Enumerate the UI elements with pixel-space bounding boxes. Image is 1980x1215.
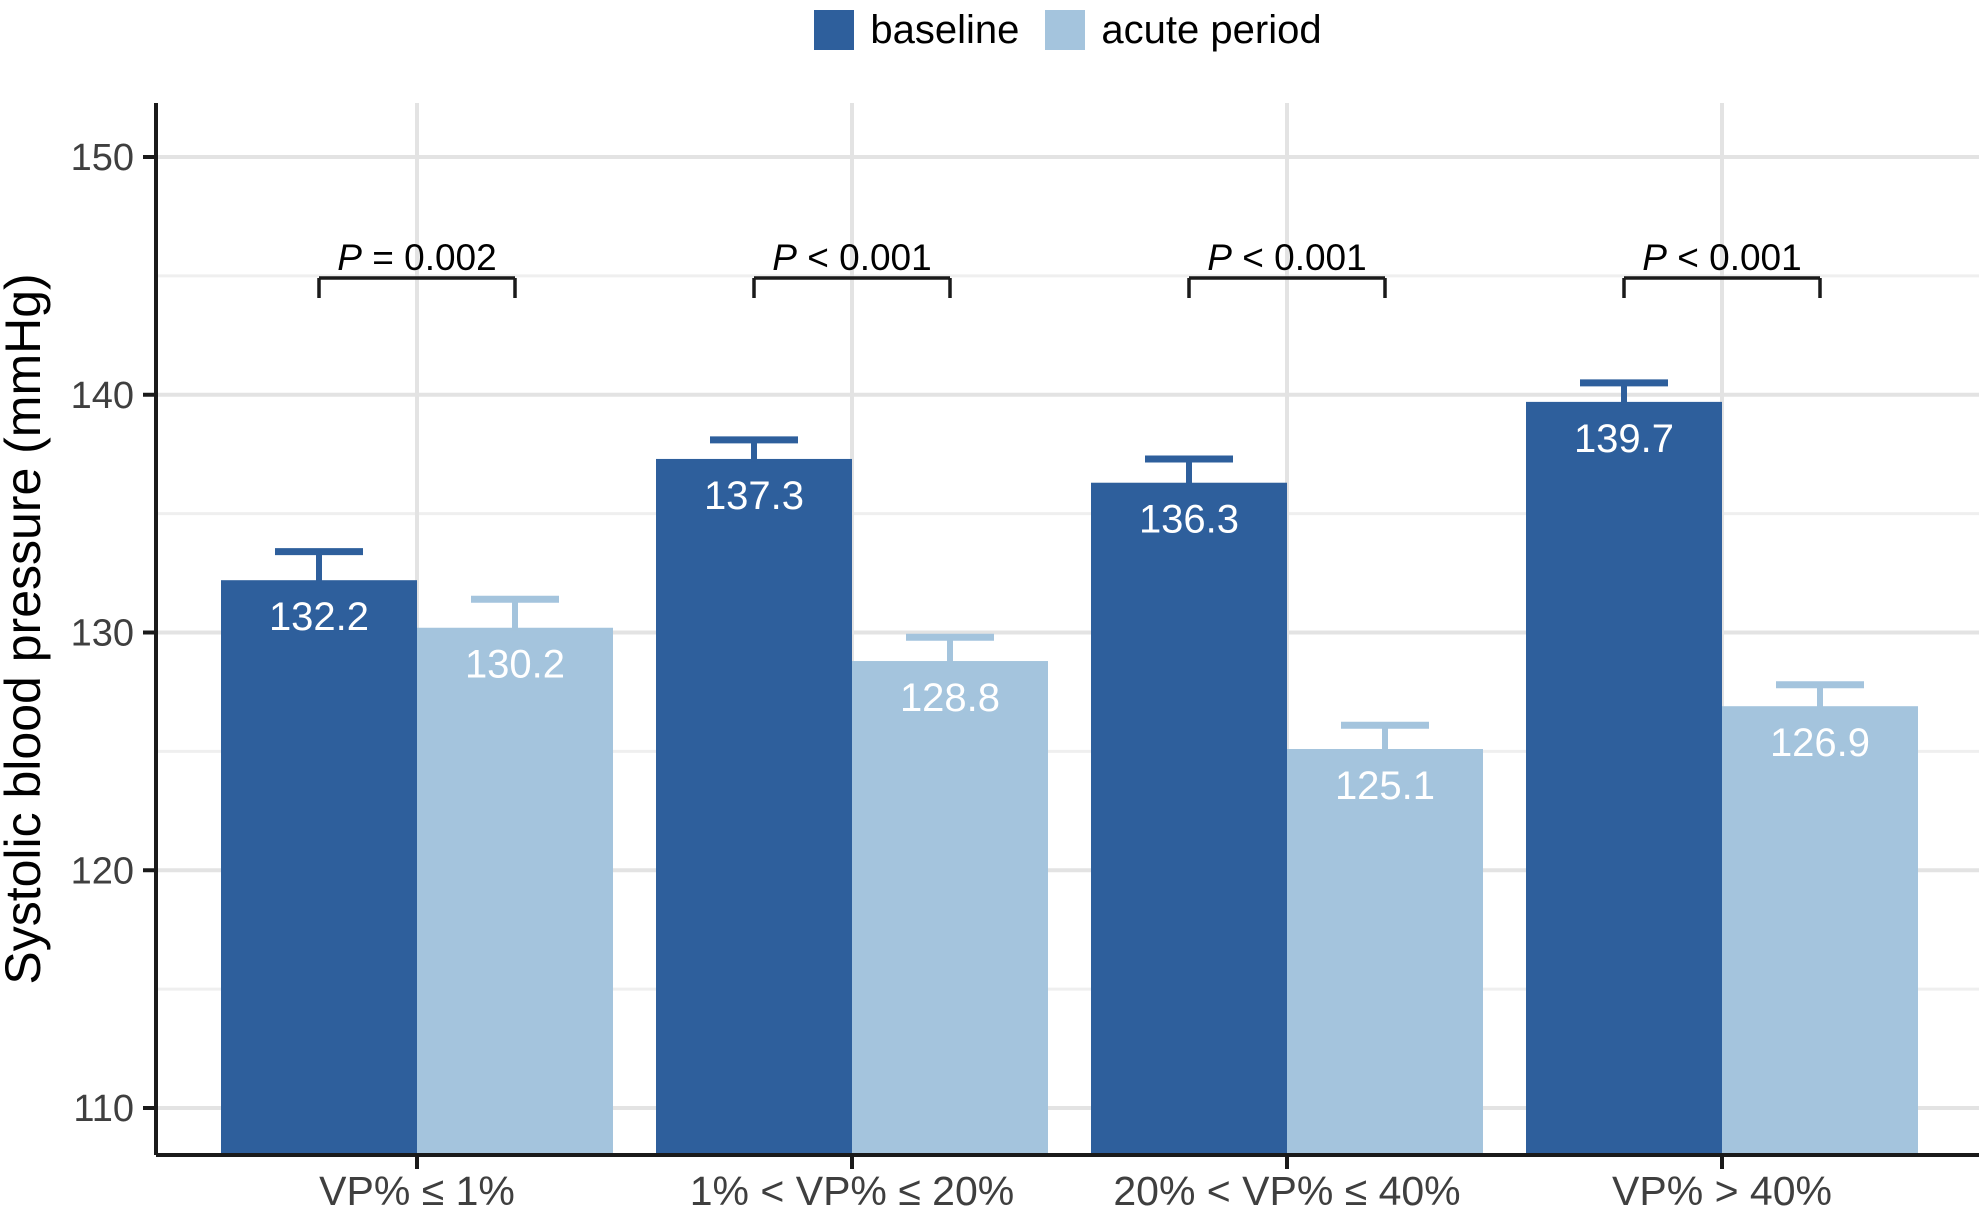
chart-legend: baseline acute period bbox=[156, 4, 1980, 56]
bar bbox=[1526, 401, 1722, 1155]
p-value-label: P = 0.002 bbox=[337, 237, 496, 278]
bar bbox=[1091, 482, 1287, 1155]
bar-value-label: 130.2 bbox=[465, 643, 565, 687]
x-category-label: VP% > 40% bbox=[1612, 1168, 1832, 1214]
p-value-label: P < 0.001 bbox=[1642, 237, 1801, 278]
acute-period-swatch-icon bbox=[1045, 10, 1086, 50]
bar bbox=[656, 458, 852, 1155]
y-tick-label: 130 bbox=[71, 613, 134, 655]
x-category-label: VP% ≤ 1% bbox=[319, 1168, 515, 1214]
bar bbox=[1722, 706, 1918, 1155]
legend-label-acute-period: acute period bbox=[1101, 8, 1322, 52]
bar-value-label: 136.3 bbox=[1139, 498, 1239, 542]
y-tick-label: 120 bbox=[71, 850, 134, 892]
y-tick-label: 150 bbox=[71, 137, 134, 179]
p-value-label: P < 0.001 bbox=[772, 237, 931, 278]
baseline-swatch-icon bbox=[814, 10, 855, 50]
bar-value-label: 126.9 bbox=[1770, 721, 1870, 765]
legend-item-acute-period: acute period bbox=[1045, 8, 1322, 52]
bar-value-label: 137.3 bbox=[704, 474, 804, 518]
bar-value-label: 139.7 bbox=[1574, 417, 1674, 461]
y-tick-label: 140 bbox=[71, 375, 134, 417]
bar bbox=[221, 580, 417, 1155]
bar bbox=[1287, 748, 1483, 1155]
bar-value-label: 132.2 bbox=[269, 595, 369, 639]
bar-value-label: 125.1 bbox=[1335, 764, 1435, 808]
x-category-label: 1% < VP% ≤ 20% bbox=[690, 1168, 1014, 1214]
bar-value-label: 128.8 bbox=[900, 676, 1000, 720]
bar bbox=[417, 627, 613, 1155]
bar bbox=[852, 661, 1048, 1155]
y-axis-title: Systolic blood pressure (mmHg) bbox=[0, 273, 51, 984]
legend-label-baseline: baseline bbox=[870, 8, 1020, 52]
y-tick-label: 110 bbox=[73, 1088, 134, 1130]
p-value-label: P < 0.001 bbox=[1207, 237, 1366, 278]
legend-item-baseline: baseline bbox=[814, 10, 1019, 50]
x-category-label: 20% < VP% ≤ 40% bbox=[1113, 1168, 1460, 1214]
